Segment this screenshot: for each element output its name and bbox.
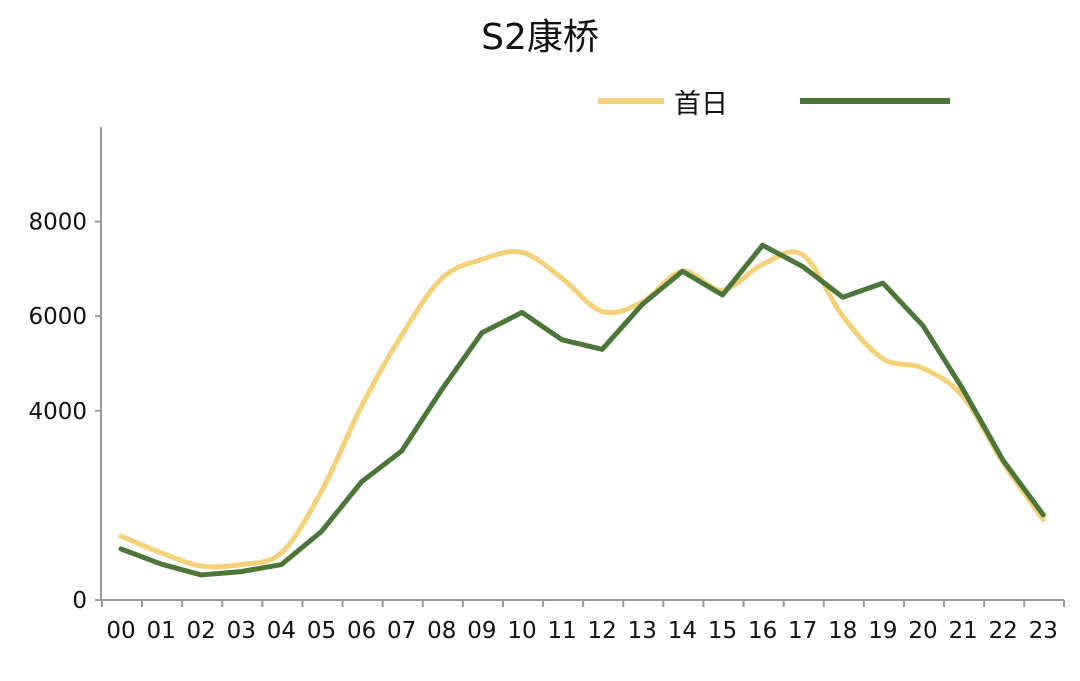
series-line-2 — [118, 242, 1046, 578]
x-tick-label: 19 — [868, 618, 897, 644]
x-tick-label: 09 — [467, 618, 496, 644]
x-tick-label: 10 — [507, 618, 536, 644]
x-tick-label: 02 — [187, 618, 216, 644]
x-tick-label: 14 — [668, 618, 697, 644]
x-tick-label: 03 — [227, 618, 256, 644]
series-line-1 — [118, 249, 1046, 570]
x-tick-label: 04 — [267, 618, 296, 644]
x-tick-label: 23 — [1029, 618, 1058, 644]
x-tick-label: 06 — [347, 618, 376, 644]
legend-item-series-1: 首日 — [598, 82, 728, 121]
series-layer — [118, 242, 1046, 578]
x-tick-label: 20 — [908, 618, 937, 644]
x-tick-label: 00 — [106, 618, 135, 644]
x-tick-label: 07 — [387, 618, 416, 644]
legend-swatch-series-2 — [800, 98, 950, 104]
x-tick-label: 22 — [989, 618, 1018, 644]
y-tick-label: 6000 — [28, 304, 87, 330]
x-tick-label: 05 — [307, 618, 336, 644]
y-tick-label: 4000 — [28, 399, 87, 425]
x-tick-label: 18 — [828, 618, 857, 644]
legend-item-series-2 — [800, 98, 960, 104]
x-tick-label: 21 — [948, 618, 977, 644]
y-tick-label: 8000 — [28, 210, 87, 236]
y-axis-ticks: 0 4000 6000 8000 — [28, 210, 101, 614]
chart-title: S2康桥 — [481, 17, 599, 58]
y-tick-label: 0 — [72, 588, 87, 614]
x-tick-label: 12 — [588, 618, 617, 644]
x-tick-label: 01 — [146, 618, 175, 644]
x-tick-label: 13 — [628, 618, 657, 644]
x-tick-label: 15 — [708, 618, 737, 644]
legend: 首日 — [598, 82, 1032, 120]
legend-swatch-series-1 — [598, 98, 664, 104]
legend-label-series-1: 首日 — [674, 88, 728, 120]
x-tick-label: 08 — [427, 618, 456, 644]
x-tick-label: 17 — [788, 618, 817, 644]
x-tick-label: 16 — [748, 618, 777, 644]
x-axis-ticks: 00 01 02 03 04 05 06 07 08 09 10 11 12 13 14 15 16 17 18 19… — [100, 600, 1065, 644]
x-tick-label: 11 — [547, 618, 576, 644]
